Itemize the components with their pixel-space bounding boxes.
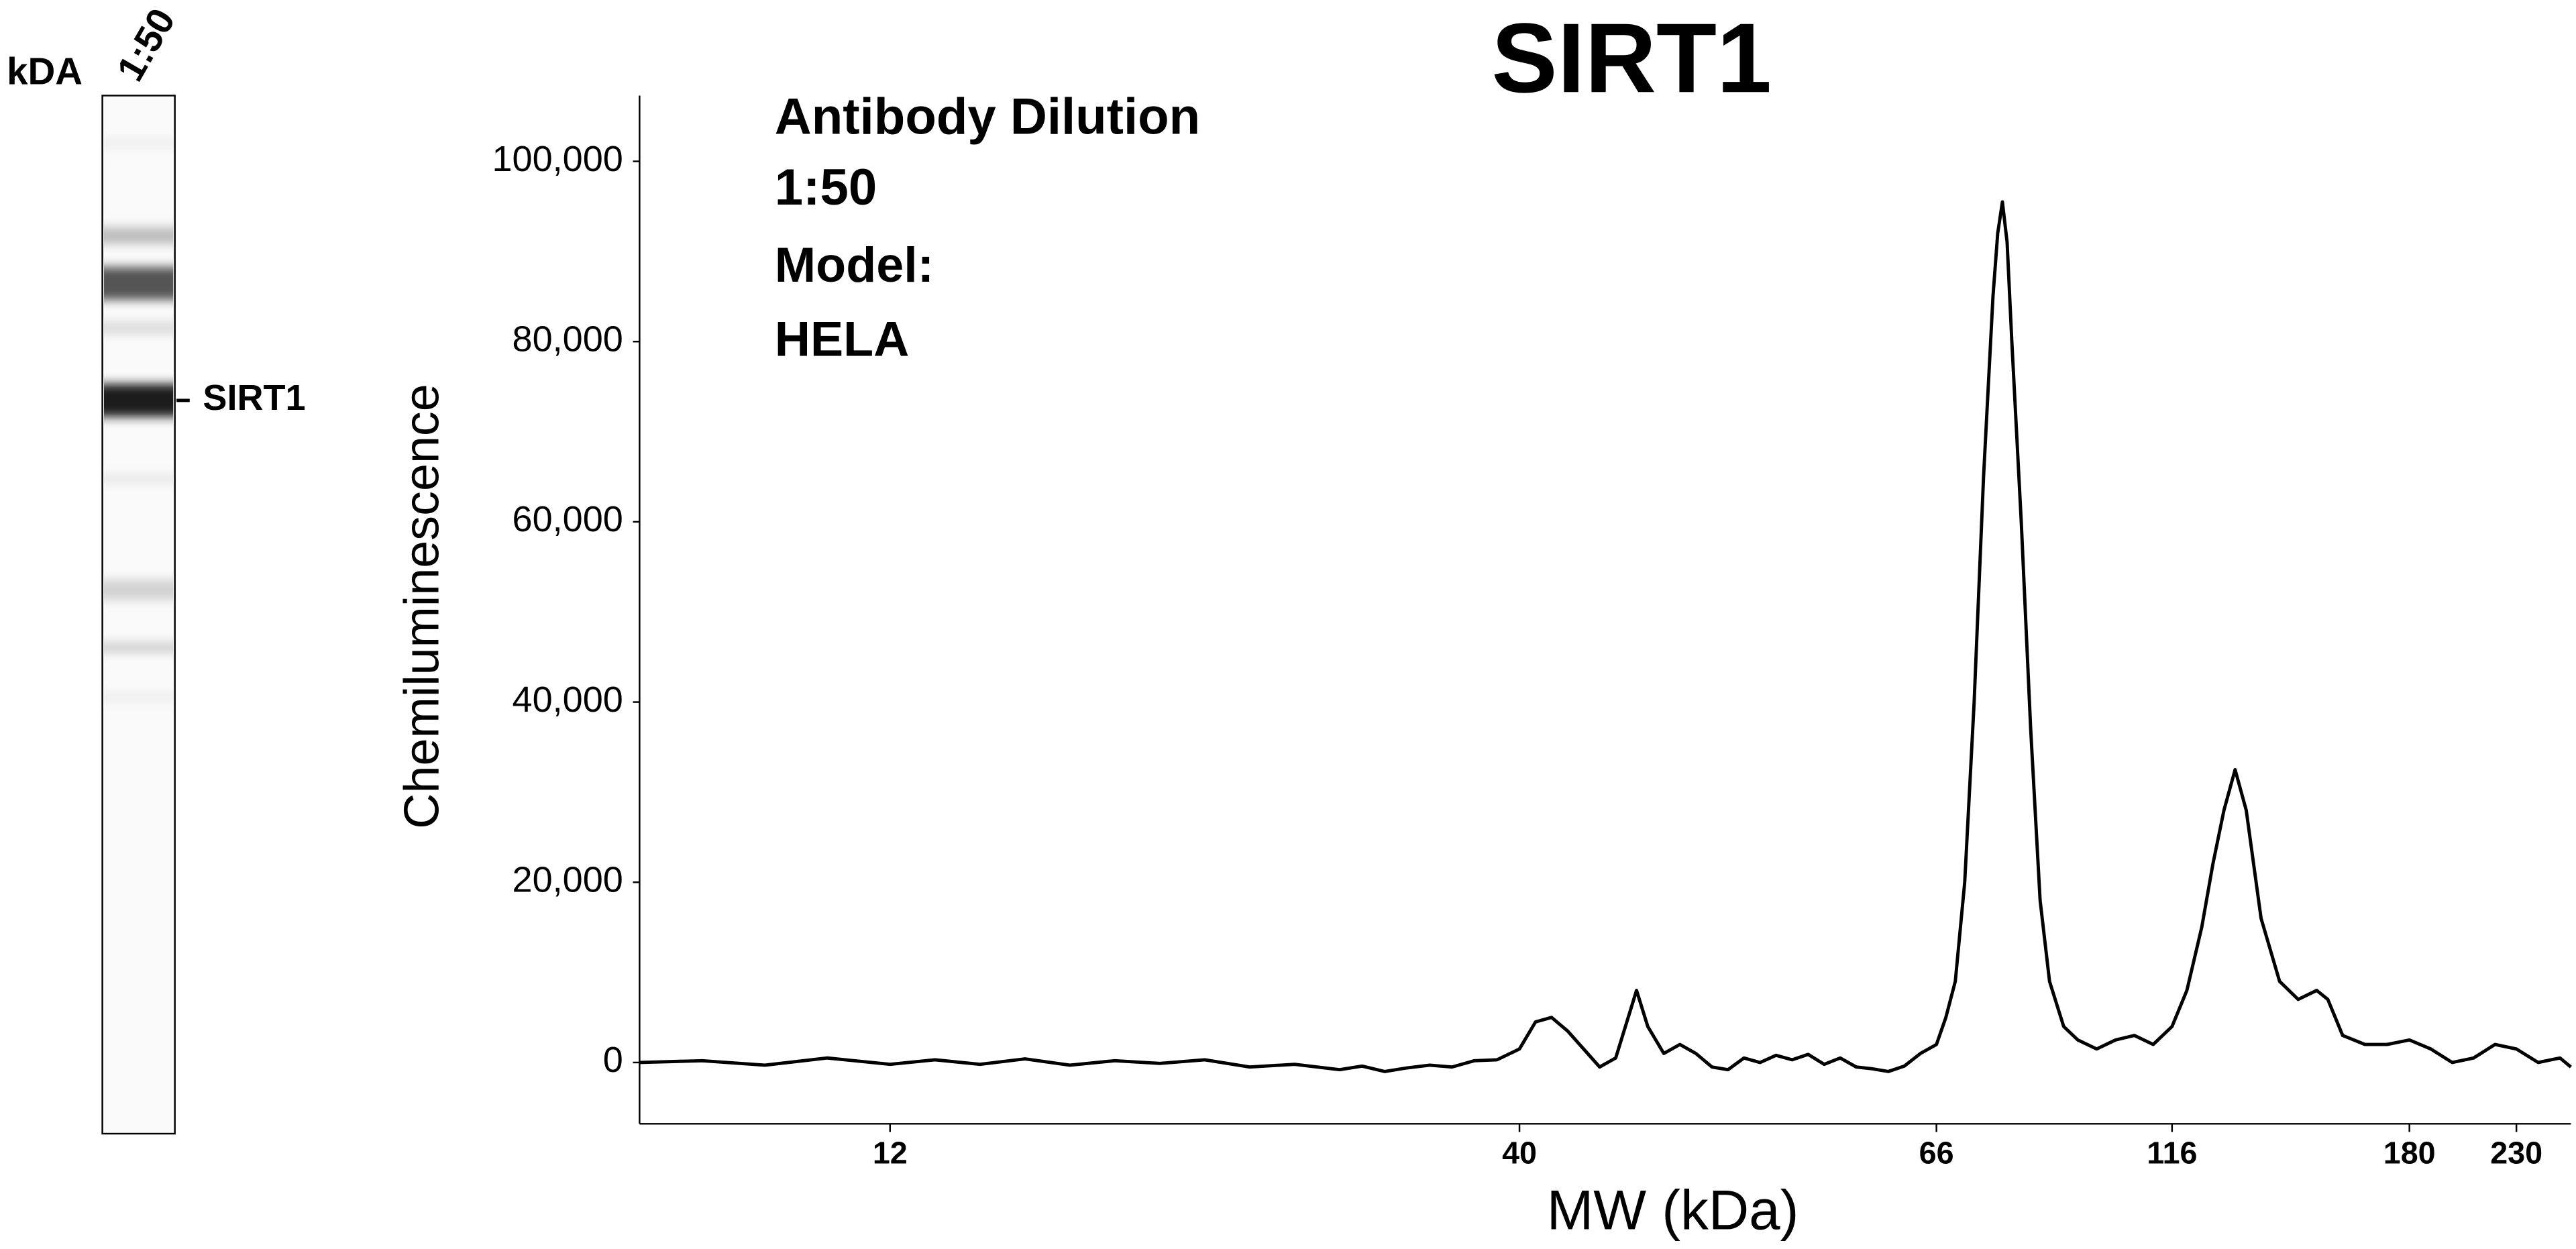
x-axis-label: MW (kDa) (1547, 1178, 1799, 1241)
x-tick-label: 180 (2383, 1135, 2436, 1170)
lane-unit: kDA (7, 50, 83, 92)
x-tick-label: 230 (2490, 1135, 2542, 1170)
annotation: 1:50 (775, 159, 877, 216)
x-tick-label: 12 (873, 1135, 908, 1170)
x-tick-label: 66 (1919, 1135, 1954, 1170)
band-label: SIRT1 (203, 378, 305, 418)
y-tick-label: 80,000 (513, 319, 623, 360)
x-tick-label: 40 (1502, 1135, 1537, 1170)
chart-title: SIRT1 (1491, 3, 1772, 113)
bands (104, 138, 174, 702)
lane (101, 95, 176, 1135)
annotation: Antibody Dilution (775, 88, 1200, 145)
y-tick-label: 100,000 (492, 139, 623, 179)
y-tick-label: 0 (603, 1040, 623, 1080)
y-axis-label: Chemiluminescence (394, 384, 449, 828)
y-tick-label: 60,000 (513, 499, 623, 539)
annotation: Model: (775, 237, 934, 292)
y-tick-label: 20,000 (513, 860, 623, 900)
trace (639, 200, 2572, 1073)
x-tick-label: 116 (2147, 1135, 2197, 1170)
lane-frame (101, 95, 176, 1135)
y-tick-label: 40,000 (513, 680, 623, 720)
annotation: HELA (775, 311, 910, 366)
